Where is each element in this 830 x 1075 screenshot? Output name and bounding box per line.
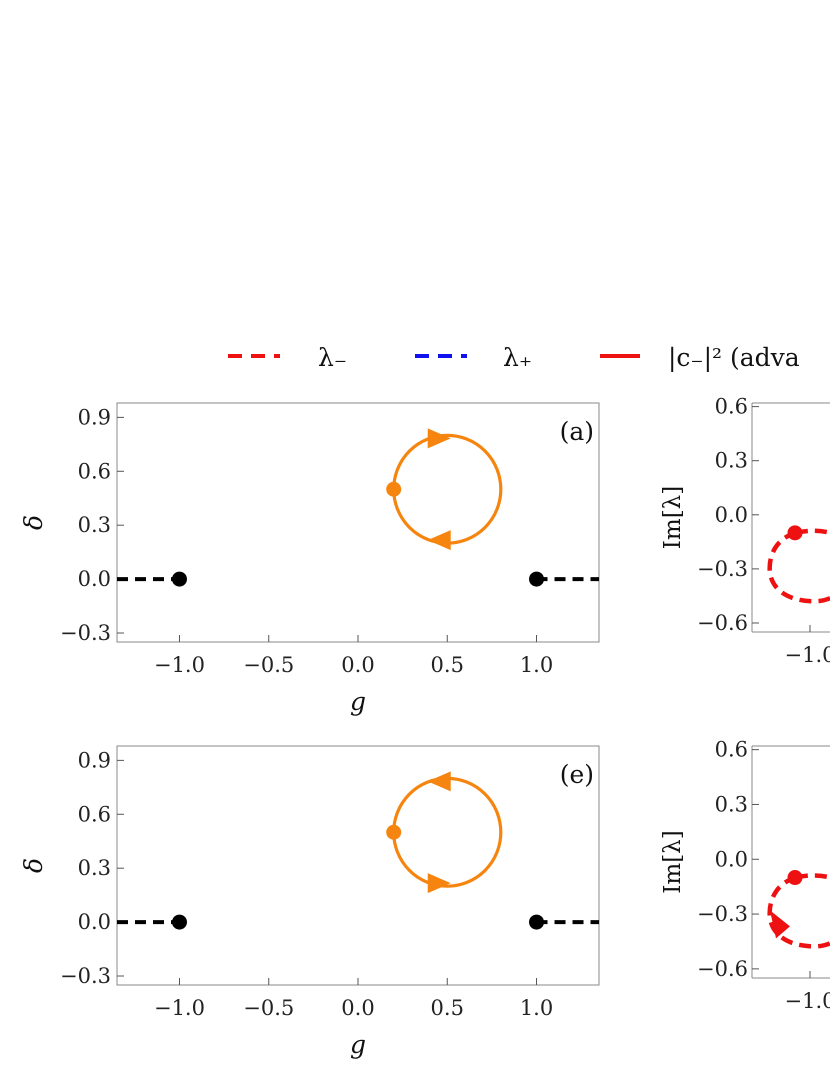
- y-tick-label: 0.6: [78, 459, 111, 483]
- panel-bottom-right: 0.6 0.3 0.0 −0.3 −0.6 Im[λ] −1.0: [660, 738, 830, 1013]
- x-tick-label: 1.0: [520, 653, 553, 677]
- y-tick-label: 0.3: [715, 792, 748, 816]
- x-tick-label: 0.5: [431, 996, 464, 1020]
- x-tick-label: 0.0: [341, 996, 374, 1020]
- legend-label-c-minus: |c₋|² (adva: [668, 343, 800, 373]
- direction-arrow-icon: [427, 873, 451, 894]
- trajectory-start-point: [787, 870, 803, 886]
- panel-label: (a): [560, 417, 594, 446]
- y-tick-label: 0.9: [78, 405, 111, 429]
- y-tick-label: 0.0: [715, 503, 748, 527]
- y-axis-label: δ: [19, 858, 48, 873]
- exceptional-point: [171, 914, 187, 930]
- legend-label-lambda-minus: λ₋: [318, 343, 347, 372]
- y-tick-label: 0.9: [78, 748, 111, 772]
- parameter-loop: [392, 433, 503, 545]
- direction-arrow-icon: [427, 771, 451, 792]
- y-tick-label: −0.3: [60, 964, 111, 988]
- loop-start-point: [386, 481, 402, 497]
- panel-e: 0.9 0.6 0.3 0.0 −0.3 −1.0 −0.5 0.0 0.5 1.0 g δ (e): [19, 745, 600, 1059]
- x-axis-label: g: [350, 1030, 366, 1059]
- direction-arrow-icon: [427, 530, 451, 551]
- y-tick-label: −0.3: [697, 902, 748, 926]
- parameter-loop: [392, 776, 503, 888]
- legend-label-lambda-plus: λ₊: [503, 343, 532, 372]
- y-tick-label: 0.0: [78, 567, 111, 591]
- x-tick-label: 0.0: [341, 653, 374, 677]
- y-tick-label: 0.3: [78, 513, 111, 537]
- y-tick-label: 0.6: [715, 738, 748, 762]
- x-tick-label: −1.0: [785, 989, 830, 1013]
- y-tick-label: 0.0: [715, 847, 748, 871]
- panel-top-right: 0.6 0.3 0.0 −0.3 −0.6 Im[λ] −1.0: [660, 395, 830, 667]
- exceptional-point: [529, 571, 545, 587]
- plot-frame: [116, 745, 600, 986]
- lambda-minus-trajectory: [767, 528, 830, 604]
- x-tick-label: −1.0: [154, 996, 205, 1020]
- panel-label: (e): [560, 760, 594, 789]
- trajectory-start-point: [787, 525, 803, 541]
- loop-start-point: [386, 824, 402, 840]
- y-axis-label: δ: [19, 515, 48, 530]
- y-axis-label: Im[λ]: [660, 486, 686, 549]
- exceptional-point: [171, 571, 187, 587]
- y-tick-label: 0.3: [78, 856, 111, 880]
- x-tick-label: 1.0: [520, 996, 553, 1020]
- y-tick-label: 0.3: [715, 449, 748, 473]
- panel-a: 0.9 0.6 0.3 0.0 −0.3 −1.0 −0.5 0.0 0.5 1.0 g δ (a): [19, 402, 600, 716]
- plot-frame: [116, 402, 600, 643]
- direction-arrow-icon: [427, 428, 451, 449]
- x-tick-label: 0.5: [431, 653, 464, 677]
- y-tick-label: 0.0: [78, 910, 111, 934]
- legend: λ₋ λ₊ |c₋|² (adva: [228, 343, 800, 373]
- exceptional-point: [529, 914, 545, 930]
- x-tick-label: −0.5: [243, 653, 294, 677]
- y-tick-label: 0.6: [78, 802, 111, 826]
- x-tick-label: −0.5: [243, 996, 294, 1020]
- x-axis-label: g: [350, 687, 366, 716]
- y-tick-label: −0.6: [697, 957, 748, 981]
- x-tick-label: −1.0: [785, 643, 830, 667]
- y-tick-label: −0.6: [697, 611, 748, 635]
- x-tick-label: −1.0: [154, 653, 205, 677]
- y-tick-label: −0.3: [60, 621, 111, 645]
- y-tick-label: 0.6: [715, 395, 748, 419]
- y-tick-label: −0.3: [697, 557, 748, 581]
- direction-arrow-icon: [770, 910, 790, 939]
- y-axis-label: Im[λ]: [660, 830, 686, 893]
